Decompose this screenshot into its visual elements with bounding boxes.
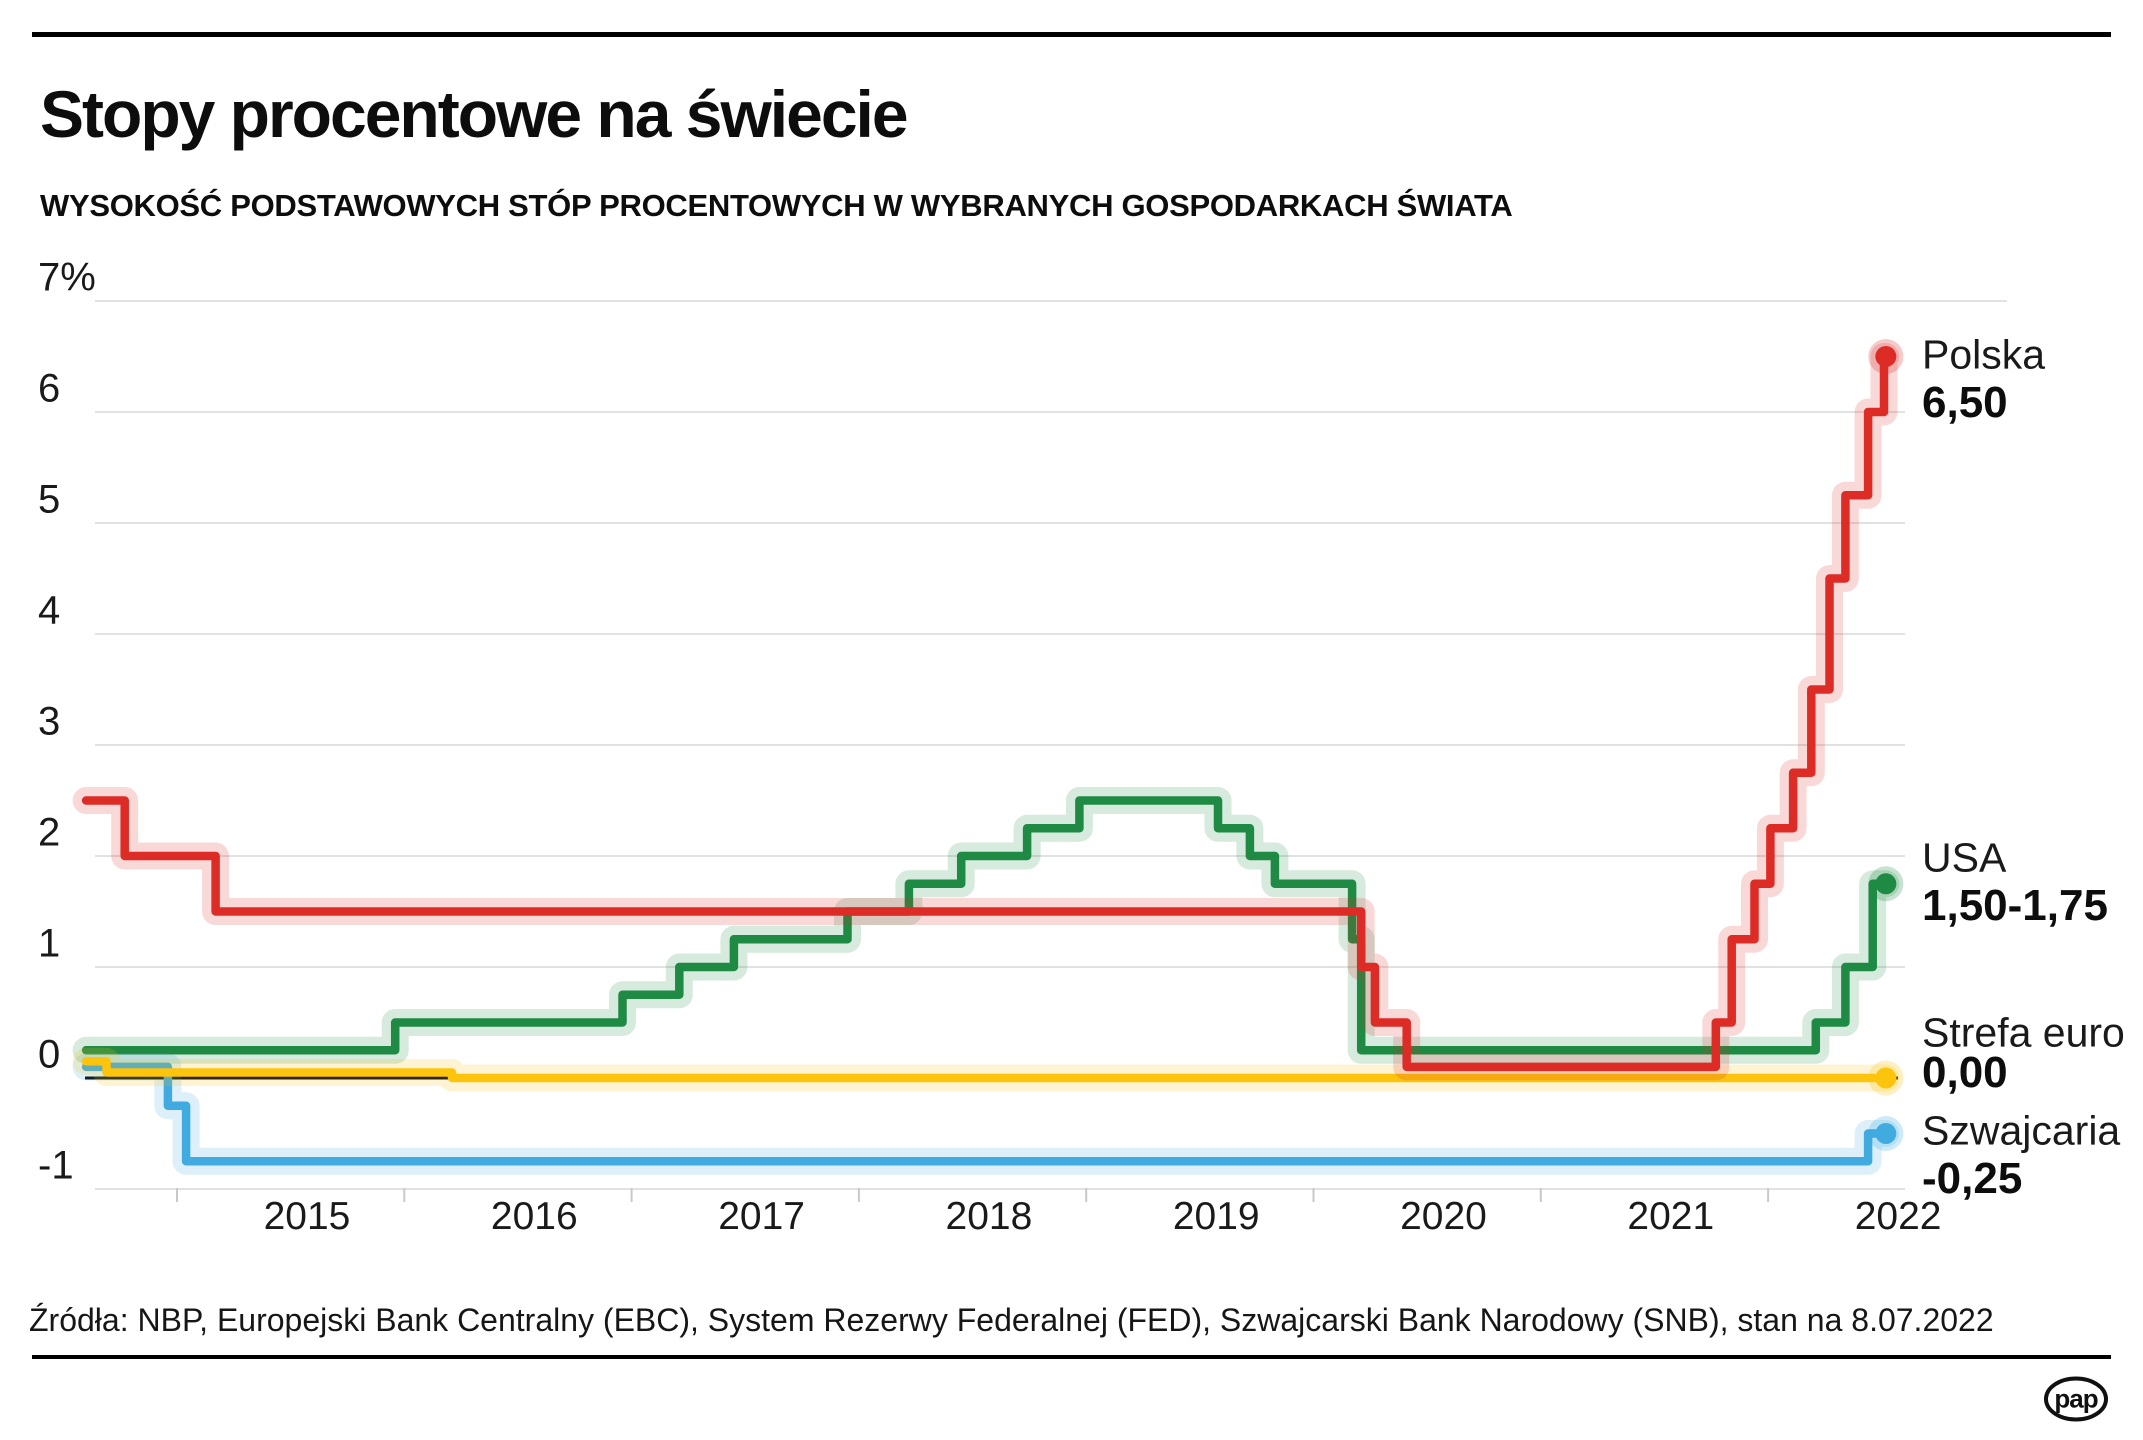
x-axis-label-2019: 2019	[1173, 1195, 1260, 1238]
page-subtitle: WYSOKOŚĆ PODSTAWOWYCH STÓP PROCENTOWYCH …	[40, 188, 1513, 223]
series-name-usa: USA	[1922, 834, 2007, 881]
series-halo-usa	[72, 787, 1900, 1064]
y-axis-label-2: 2	[38, 811, 60, 855]
series-value-szwajcaria: -0,25	[1922, 1154, 2023, 1203]
x-axis-label-2018: 2018	[946, 1195, 1033, 1238]
x-axis-label-2022: 2022	[1855, 1195, 1942, 1238]
series-line-polska	[81, 352, 1891, 1072]
end-dot-strefa-euro	[1875, 1067, 1897, 1089]
end-dot-szwajcaria	[1875, 1123, 1897, 1144]
pap-logo-text: pap	[2054, 1383, 2097, 1413]
page-title: Stopy procentowe na świecie	[40, 77, 909, 151]
y-axis-label-6: 6	[38, 367, 60, 411]
series-name-szwajcaria: Szwajcaria	[1922, 1107, 2121, 1154]
y-axis-label-5: 5	[38, 478, 60, 522]
source-note: Źródła: NBP, Europejski Bank Centralny (…	[29, 1302, 1994, 1338]
y-axis-label-0: 0	[38, 1033, 60, 1077]
y-axis-label-4: 4	[38, 589, 60, 633]
x-axis-label-2015: 2015	[264, 1195, 351, 1238]
series-name-polska: Polska	[1922, 331, 2046, 378]
series-halo-polska	[72, 343, 1900, 1081]
series-value-strefa-euro: 0,00	[1922, 1048, 2008, 1097]
y-axis-label--1: -1	[38, 1144, 74, 1188]
pap-logo: pap	[2044, 1376, 2108, 1422]
x-axis-label-2016: 2016	[491, 1195, 578, 1238]
end-dot-polska	[1875, 346, 1897, 367]
series-value-usa: 1,50-1,75	[1922, 881, 2108, 930]
bottom-rule	[32, 1355, 2111, 1359]
top-rule	[32, 32, 2111, 37]
end-dot-usa	[1875, 873, 1897, 895]
series-line-strefa-euro	[81, 1057, 1891, 1083]
series-value-polska: 6,50	[1922, 378, 2008, 427]
series-line-usa	[81, 796, 1891, 1055]
y-axis-label-1: 1	[38, 922, 60, 966]
x-axis-label-2020: 2020	[1400, 1195, 1487, 1238]
y-axis-label-3: 3	[38, 700, 60, 744]
series-name-strefa-euro: Strefa euro	[1922, 1009, 2125, 1056]
x-axis-label-2017: 2017	[718, 1195, 805, 1238]
x-axis-label-2021: 2021	[1627, 1195, 1714, 1238]
y-axis-label-7: 7%	[38, 256, 96, 300]
